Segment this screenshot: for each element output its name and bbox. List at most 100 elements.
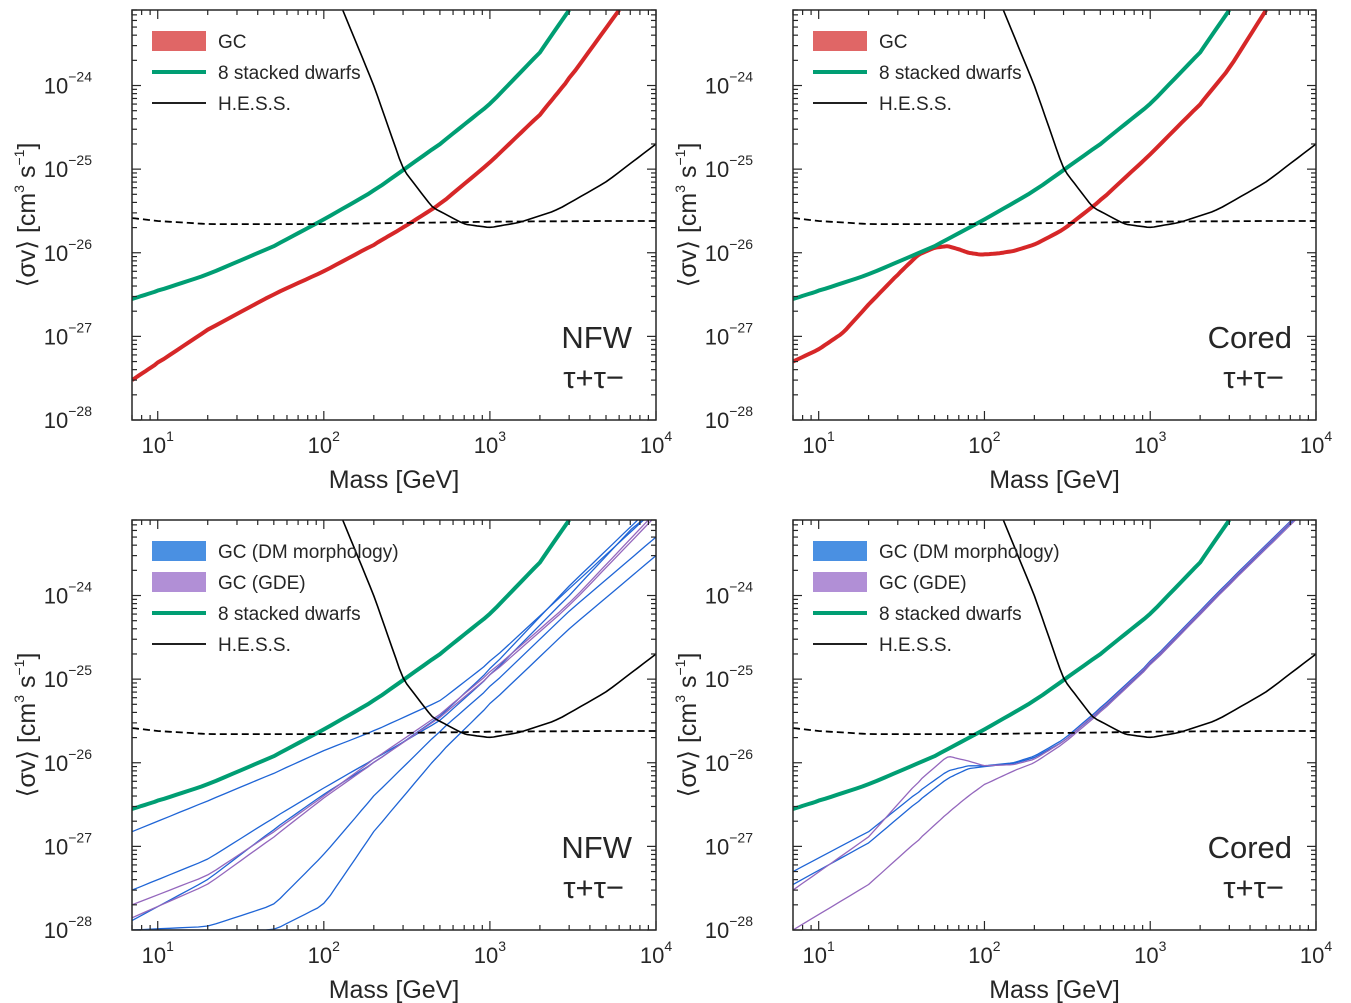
x-tick-label: 102 bbox=[308, 428, 340, 458]
x-axis-label: Mass [GeV] bbox=[329, 466, 460, 494]
y-tick-label: 10−25 bbox=[705, 662, 753, 692]
series-line-series-3 bbox=[793, 520, 1297, 930]
legend-label: GC (GDE) bbox=[879, 573, 967, 594]
x-axis-label: Mass [GeV] bbox=[989, 466, 1120, 494]
y-tick-label: 10−24 bbox=[705, 579, 753, 609]
legend-label: GC (DM morphology) bbox=[879, 542, 1060, 563]
y-tick-label: 10−24 bbox=[44, 69, 92, 99]
halo-profile-label: Cored bbox=[1208, 320, 1292, 355]
legend-swatch bbox=[813, 541, 867, 561]
x-tick-label: 101 bbox=[142, 428, 174, 458]
legend-label: H.E.S.S. bbox=[879, 94, 952, 115]
y-tick-label: 10−27 bbox=[705, 829, 753, 859]
legend-label: 8 stacked dwarfs bbox=[218, 604, 361, 625]
y-tick-label: 10−28 bbox=[705, 913, 753, 943]
halo-profile-label: NFW bbox=[561, 830, 632, 865]
chart-panel-3: 101 102 103 104 10−28 10−27 10−26 10−25 10−24 Mas… bbox=[11, 519, 672, 1003]
x-tick-label: 103 bbox=[1134, 938, 1166, 968]
channel-label: τ+τ− bbox=[1223, 360, 1284, 395]
x-tick-label: 104 bbox=[640, 938, 672, 968]
chart-panel-2: 101 102 103 104 10−28 10−27 10−26 10−25 10−24 Mas… bbox=[672, 9, 1332, 494]
legend-swatch bbox=[152, 541, 206, 561]
x-tick-label: 102 bbox=[308, 938, 340, 968]
series-line-8-stacked-dwarfs-1 bbox=[793, 10, 1231, 301]
series-line-8-stacked-dwarfs-4 bbox=[793, 520, 1231, 811]
y-axis-label: ⟨σv⟩ [cm3 s−1] bbox=[11, 143, 41, 288]
series-line-series-2 bbox=[132, 520, 645, 833]
channel-label: τ+τ− bbox=[563, 360, 624, 395]
legend-swatch bbox=[813, 572, 867, 592]
legend: GC 8 stacked dwarfs H.E.S.S. bbox=[152, 31, 361, 115]
legend-label: GC (DM morphology) bbox=[218, 542, 399, 563]
series-line-series-6 bbox=[132, 520, 653, 919]
series-line-8-stacked-dwarfs-7 bbox=[132, 520, 571, 811]
legend-label: GC bbox=[879, 32, 908, 53]
x-tick-label: 103 bbox=[474, 428, 506, 458]
y-axis-label: ⟨σv⟩ [cm3 s−1] bbox=[672, 653, 702, 798]
legend-swatch bbox=[152, 572, 206, 592]
chart-panel-4: 101 102 103 104 10−28 10−27 10−26 10−25 10−24 Mas… bbox=[672, 519, 1332, 1003]
x-tick-label: 104 bbox=[1300, 938, 1332, 968]
y-tick-label: 10−26 bbox=[705, 236, 753, 266]
series-line-gc-dm-morphology-0 bbox=[793, 520, 1293, 873]
plot-frame bbox=[792, 519, 1317, 931]
y-tick-label: 10−25 bbox=[705, 152, 753, 182]
channel-label: τ+τ− bbox=[1223, 870, 1284, 905]
y-tick-label: 10−24 bbox=[44, 579, 92, 609]
y-tick-label: 10−27 bbox=[44, 829, 92, 859]
y-tick-label: 10−25 bbox=[44, 662, 92, 692]
x-tick-label: 103 bbox=[474, 938, 506, 968]
series-line-h-e-s-s-5 bbox=[1002, 520, 1316, 739]
y-tick-label: 10−26 bbox=[44, 236, 92, 266]
plot-area bbox=[132, 10, 656, 382]
y-tick-label: 10−28 bbox=[705, 403, 753, 433]
chart-panel-1: 101 102 103 104 10−28 10−27 10−26 10−25 10−24 Mas… bbox=[11, 9, 672, 494]
series-line-thermal-relic-3 bbox=[132, 217, 656, 225]
x-axis-label: Mass [GeV] bbox=[989, 976, 1120, 1003]
legend-label: GC (GDE) bbox=[218, 573, 306, 594]
series-line-h-e-s-s-8 bbox=[341, 520, 656, 739]
plot-frame bbox=[792, 9, 1317, 421]
x-tick-label: 101 bbox=[803, 938, 835, 968]
plot-area bbox=[793, 520, 1316, 930]
x-tick-label: 101 bbox=[803, 428, 835, 458]
plot-area bbox=[793, 10, 1316, 364]
legend-swatch bbox=[813, 31, 867, 51]
series-line-h-e-s-s-2 bbox=[341, 10, 656, 229]
legend-label: 8 stacked dwarfs bbox=[879, 604, 1022, 625]
y-tick-label: 10−25 bbox=[44, 152, 92, 182]
y-tick-label: 10−27 bbox=[44, 319, 92, 349]
series-line-gc-gde-2 bbox=[793, 520, 1294, 891]
series-line-gc-0 bbox=[793, 10, 1268, 364]
x-tick-label: 101 bbox=[142, 938, 174, 968]
channel-label: τ+τ− bbox=[563, 870, 624, 905]
y-axis-label: ⟨σv⟩ [cm3 s−1] bbox=[11, 653, 41, 798]
y-tick-label: 10−26 bbox=[44, 746, 92, 776]
legend-label: 8 stacked dwarfs bbox=[879, 63, 1022, 84]
halo-profile-label: Cored bbox=[1208, 830, 1292, 865]
y-tick-label: 10−24 bbox=[705, 69, 753, 99]
series-line-thermal-relic-6 bbox=[793, 727, 1316, 735]
x-tick-label: 102 bbox=[968, 428, 1000, 458]
series-line-h-e-s-s-2 bbox=[1002, 10, 1316, 229]
x-tick-label: 104 bbox=[1300, 428, 1332, 458]
plot-area bbox=[132, 520, 656, 930]
x-tick-label: 103 bbox=[1134, 428, 1166, 458]
series-line-series-1 bbox=[793, 520, 1295, 886]
series-line-gc-0 bbox=[132, 10, 621, 382]
legend-swatch bbox=[152, 31, 206, 51]
legend-label: GC bbox=[218, 32, 247, 53]
y-tick-label: 10−26 bbox=[705, 746, 753, 776]
y-tick-label: 10−27 bbox=[705, 319, 753, 349]
series-line-8-stacked-dwarfs-1 bbox=[132, 10, 571, 301]
legend: GC (DM morphology) GC (GDE) 8 stacked dwar… bbox=[813, 541, 1060, 656]
x-tick-label: 104 bbox=[640, 428, 672, 458]
legend: GC (DM morphology) GC (GDE) 8 stacked dwar… bbox=[152, 541, 399, 656]
legend: GC 8 stacked dwarfs H.E.S.S. bbox=[813, 31, 1022, 115]
series-line-series-4 bbox=[132, 555, 656, 930]
plot-frame bbox=[131, 9, 657, 421]
legend-label: H.E.S.S. bbox=[879, 635, 952, 656]
series-line-gc-gde-5 bbox=[132, 520, 650, 906]
y-tick-label: 10−28 bbox=[44, 403, 92, 433]
